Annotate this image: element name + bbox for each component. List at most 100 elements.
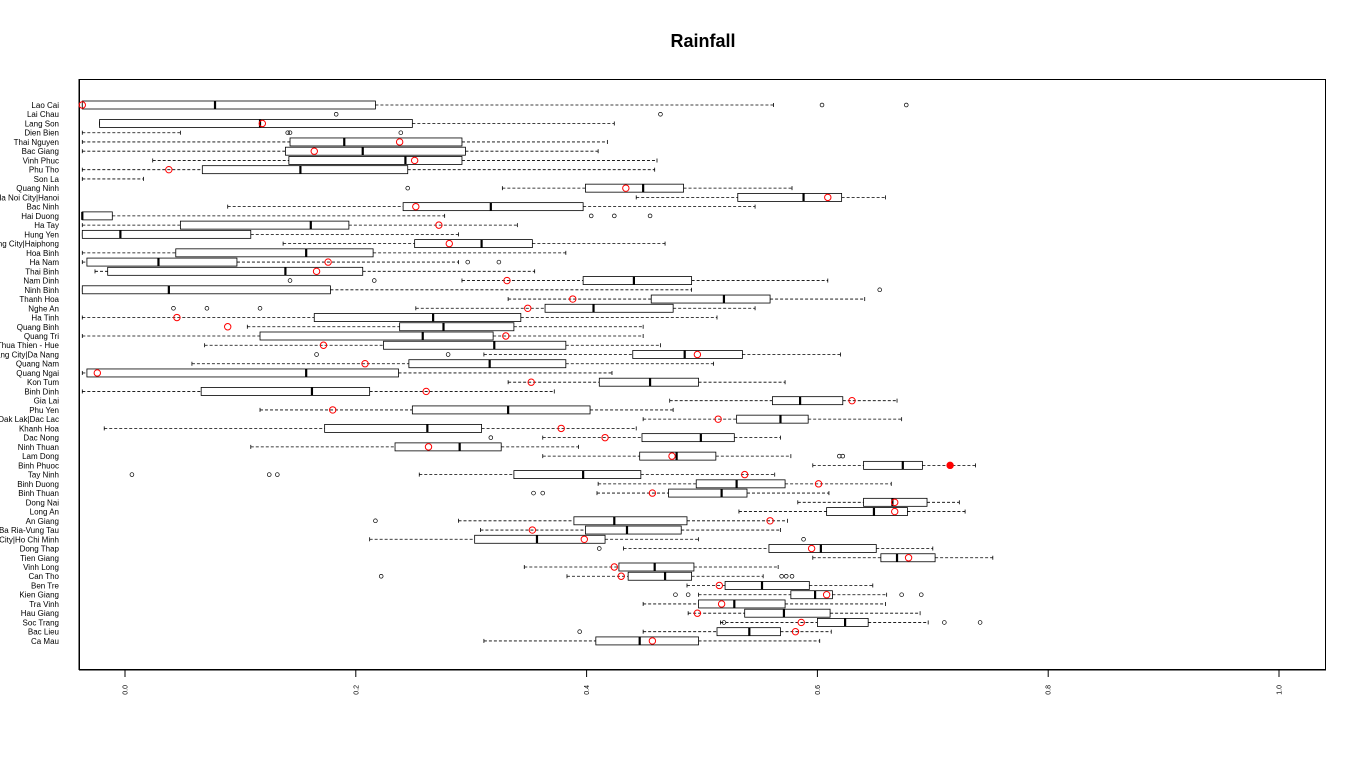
box-row [373,516,788,526]
box-row [224,322,644,332]
iqr-box [394,442,502,452]
value-marker [904,554,913,562]
outlier-point [488,435,494,440]
box-row [507,294,866,304]
iqr-box [863,497,928,507]
box-row [81,285,882,295]
value-marker [224,323,232,331]
box-row [797,497,960,507]
outlier-point [801,537,806,542]
box-row [812,460,976,470]
value-marker [693,609,702,617]
category-label: Lang Son [25,119,59,128]
iqr-box [595,636,699,646]
outlier-point [904,102,909,108]
value-marker [822,591,831,599]
category-label: Ha Tinh [31,314,59,323]
value-marker [580,535,588,543]
iqr-box [585,525,682,535]
value-marker [502,332,510,340]
box-row [597,544,934,553]
outlier-point [942,620,947,625]
value-marker [557,424,565,433]
category-label: Thai Nguyen [14,138,59,147]
value-marker [395,138,404,146]
box-row [129,470,776,480]
box-row [720,618,983,627]
category-label: Da Nang City|Da Nang [0,350,59,359]
iqr-box [627,571,693,581]
category-label: Soc Trang [23,618,59,627]
outlier-point [977,620,983,625]
iqr-box [737,192,843,202]
box-row [642,414,903,424]
value-marker [648,637,657,645]
category-label: Quang Nam [16,360,59,369]
iqr-box [768,544,877,553]
box-marks [78,100,994,646]
category-label: Binh Dinh [24,387,59,396]
box-row [81,176,144,181]
iqr-box [863,460,923,470]
box-row [81,313,718,322]
category-label: Phu Tho [29,166,60,175]
outlier-point [287,130,293,135]
outlier-point [721,620,727,625]
box-row [81,146,599,156]
box-row [81,137,608,147]
outlier-point [275,472,280,477]
iqr-box [736,414,809,424]
iqr-box [399,322,515,332]
iqr-box [289,137,463,147]
outlier-point [789,573,795,579]
category-label: Thai Binh [25,267,59,276]
iqr-box [201,165,409,175]
box-row [642,599,886,609]
value-marker [601,433,609,442]
outlier-point [588,213,594,219]
outlier-point [405,185,410,191]
box-row [152,156,658,165]
iqr-box [544,303,674,313]
category-label: Dong Nai [26,498,60,507]
outlier-point [877,287,882,293]
iqr-box [639,451,717,461]
outlier-point [840,453,846,459]
category-label: Thua Thien - Hue [0,341,60,350]
iqr-box [668,488,748,498]
iqr-box [826,507,908,516]
value-marker [165,165,173,174]
category-label: Ca Mau [31,637,59,646]
value-marker [766,517,774,525]
iqr-box [880,553,936,563]
category-label: Tien Giang [20,554,59,563]
value-marker [740,470,749,479]
box-row [577,627,832,637]
outlier-point [647,213,653,219]
box-row [81,211,653,221]
outlier-point [445,352,451,357]
value-marker [258,119,267,128]
value-marker [524,304,532,312]
value-marker [445,239,453,248]
box-row [250,442,579,452]
outlier-point [673,592,678,597]
box-row [81,165,656,175]
iqr-box [817,618,869,627]
category-label: Vinh Long [23,563,59,572]
iqr-box [474,534,606,544]
box-row [99,119,615,128]
value-marker [435,221,443,229]
box-row [333,111,663,117]
box-row [94,266,536,276]
box-row [483,636,821,646]
box-row [687,608,921,618]
iqr-box [790,590,833,600]
box-row [531,488,830,498]
iqr-box [175,248,374,258]
x-tick-label: 0.8 [1046,685,1053,695]
outlier-point [531,490,536,496]
iqr-box [724,581,810,590]
value-marker [78,101,87,109]
